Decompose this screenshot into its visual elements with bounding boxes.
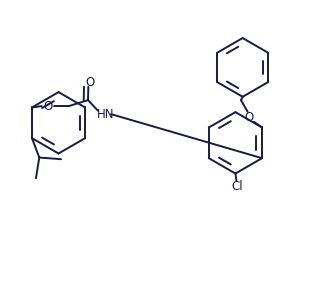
Text: HN: HN	[97, 108, 114, 121]
Text: O: O	[86, 75, 95, 89]
Text: O: O	[245, 111, 254, 124]
Text: O: O	[43, 100, 52, 113]
Text: Cl: Cl	[231, 180, 243, 193]
